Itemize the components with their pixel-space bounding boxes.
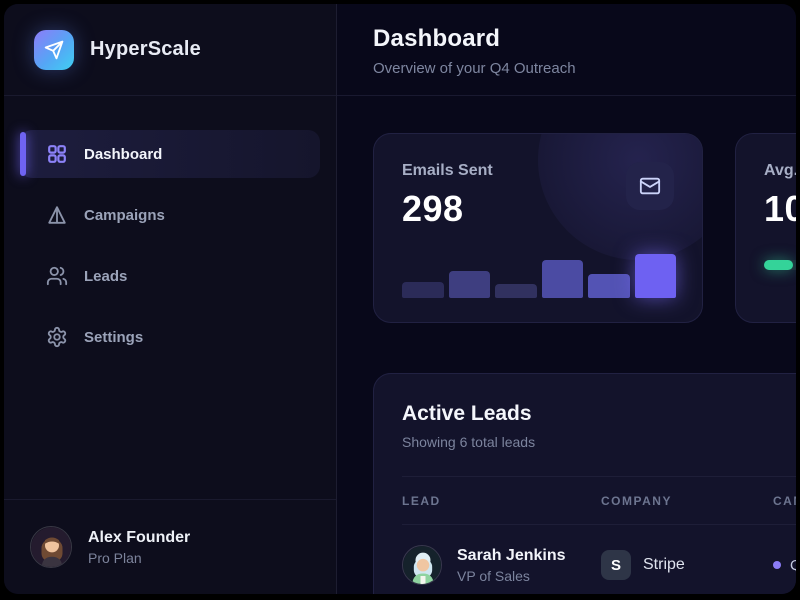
bar-segment bbox=[495, 283, 537, 298]
sidebar-item-campaigns[interactable]: Campaigns bbox=[20, 191, 320, 239]
page-title: Dashboard bbox=[373, 25, 501, 52]
bar-segment bbox=[541, 260, 583, 298]
user-plan: Pro Plan bbox=[88, 549, 142, 566]
sidebar-item-dashboard[interactable]: Dashboard bbox=[20, 130, 320, 178]
user-profile[interactable]: Alex Founder Pro Plan bbox=[4, 499, 336, 594]
company-name: Stripe bbox=[643, 556, 685, 573]
stat-label: Avg. Reply Rate bbox=[764, 162, 796, 179]
sidebar: HyperScale Dashboard bbox=[4, 4, 337, 594]
main-content: Dashboard Overview of your Q4 Outreach E… bbox=[337, 4, 796, 594]
campaign-status-dot bbox=[773, 561, 781, 569]
users-icon bbox=[46, 265, 68, 287]
campaign-name: Q4 Outreach bbox=[790, 556, 796, 574]
stat-card-emails-sent: Emails Sent 298 bbox=[373, 133, 703, 323]
user-info: Alex Founder Pro Plan bbox=[88, 529, 190, 566]
gear-icon bbox=[46, 326, 68, 348]
stat-value: 298 bbox=[402, 188, 464, 229]
bar-segment bbox=[402, 281, 444, 298]
brand-name: HyperScale bbox=[90, 38, 201, 60]
column-header-campaign: CAMPAIGN bbox=[773, 494, 796, 508]
active-indicator bbox=[20, 132, 26, 176]
table-row[interactable]: Sarah Jenkins VP of Sales S Stripe Q4 Ou… bbox=[402, 525, 796, 585]
lead-role: VP of Sales bbox=[457, 567, 530, 584]
reply-rate-progress bbox=[764, 260, 796, 270]
leads-table-header: LEAD COMPANY CAMPAIGN bbox=[402, 476, 796, 525]
mail-icon bbox=[626, 162, 674, 210]
active-leads-card: Active Leads Showing 6 total leads LEAD … bbox=[373, 373, 796, 594]
sidebar-item-leads[interactable]: Leads bbox=[20, 252, 320, 300]
stats-row: Emails Sent 298 bbox=[373, 133, 796, 323]
column-header-company: COMPANY bbox=[601, 494, 672, 508]
brand[interactable]: HyperScale bbox=[4, 4, 336, 96]
stat-label: Emails Sent bbox=[402, 162, 493, 179]
stat-value: 10.5% bbox=[764, 188, 796, 229]
sidebar-item-label: Leads bbox=[84, 267, 128, 285]
bar-segment bbox=[634, 253, 676, 298]
user-name: Alex Founder bbox=[88, 528, 191, 546]
sidebar-nav: Dashboard Campaigns bbox=[4, 96, 336, 408]
stat-card-reply-rate: Avg. Reply Rate 10.5% bbox=[735, 133, 796, 323]
sidebar-item-label: Settings bbox=[84, 328, 144, 346]
grid-icon bbox=[46, 143, 68, 165]
progress-fill bbox=[764, 260, 794, 270]
sidebar-item-settings[interactable]: Settings bbox=[20, 313, 320, 361]
lead-name: Sarah Jenkins bbox=[457, 546, 566, 564]
sidebar-item-label: Campaigns bbox=[84, 206, 165, 224]
lead-avatar bbox=[402, 545, 442, 585]
dashboard-content: Emails Sent 298 bbox=[337, 96, 796, 594]
company-logo-icon: S bbox=[601, 550, 631, 580]
column-header-lead: LEAD bbox=[402, 494, 441, 508]
sidebar-item-label: Dashboard bbox=[84, 145, 163, 163]
leads-subtitle: Showing 6 total leads bbox=[402, 434, 536, 450]
send-logo-icon bbox=[34, 29, 74, 70]
campaign-icon bbox=[46, 204, 68, 226]
app-window: HyperScale Dashboard bbox=[4, 4, 796, 594]
page-subtitle: Overview of your Q4 Outreach bbox=[373, 60, 576, 77]
bar-segment bbox=[448, 271, 490, 298]
emails-bar-chart bbox=[402, 250, 676, 298]
avatar bbox=[30, 526, 72, 568]
page-header: Dashboard Overview of your Q4 Outreach bbox=[337, 4, 796, 96]
leads-title: Active Leads bbox=[402, 402, 532, 425]
bar-segment bbox=[588, 274, 630, 298]
